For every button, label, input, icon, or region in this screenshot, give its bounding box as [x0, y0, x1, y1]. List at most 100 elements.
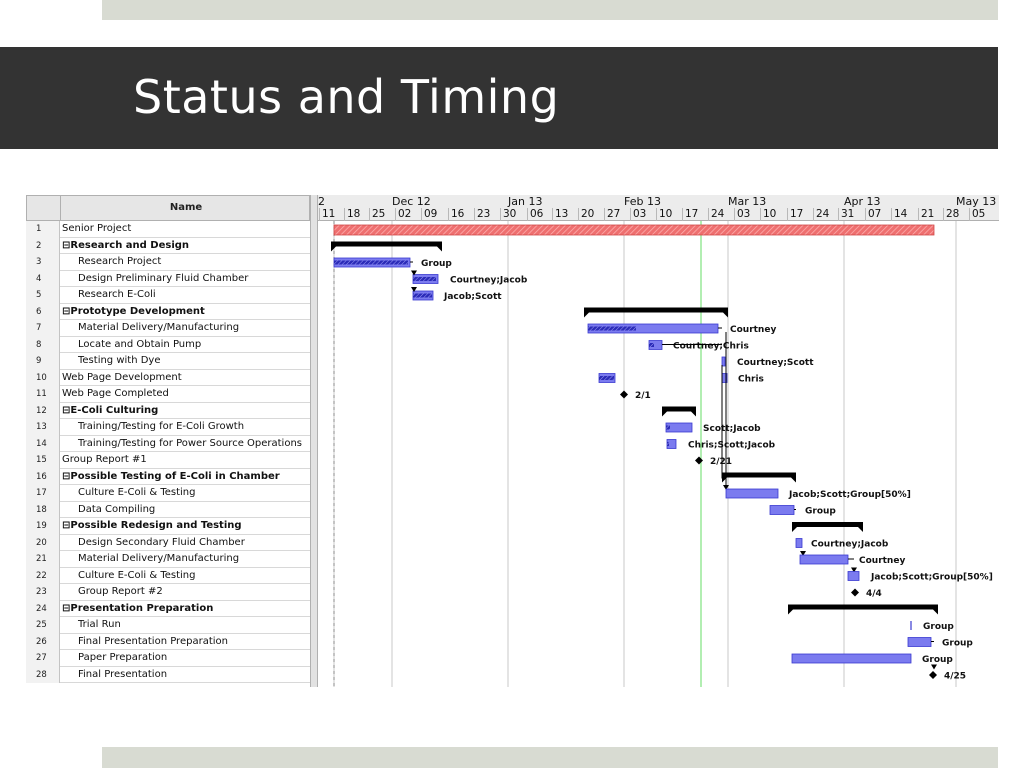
slide-title: Status and Timing — [133, 70, 560, 124]
task-progress[interactable] — [599, 376, 614, 380]
task-row[interactable]: 25 Trial Run — [26, 617, 310, 634]
task-bar[interactable] — [795, 538, 803, 548]
bar-resource-label: Jacob;Scott;Group[50%] — [788, 490, 911, 500]
name-column-header[interactable]: Name — [169, 202, 203, 213]
slide-bottom-accent-bar — [102, 747, 998, 768]
project-bar[interactable] — [333, 224, 935, 236]
task-row[interactable]: 2 ⊟Research and Design — [26, 237, 310, 254]
task-progress[interactable] — [588, 326, 636, 331]
task-row[interactable]: 8 Locate and Obtain Pump — [26, 336, 310, 353]
dependency-arrowhead[interactable] — [723, 485, 729, 490]
task-bar[interactable] — [769, 505, 795, 515]
row-number: 2 — [26, 237, 60, 254]
summary-cap-left[interactable] — [331, 246, 336, 252]
task-row[interactable]: 12 ⊟E-Coli Culturing — [26, 402, 310, 419]
task-row[interactable]: 13 Training/Testing for E-Coli Growth — [26, 419, 310, 436]
task-bar[interactable] — [799, 554, 849, 565]
splitter-handle[interactable] — [310, 195, 318, 687]
task-row[interactable]: 4 Design Preliminary Fluid Chamber — [26, 270, 310, 287]
task-row[interactable]: 16 ⊟Possible Testing of E-Coli in Chamber — [26, 468, 310, 485]
milestone-diamond[interactable] — [695, 456, 703, 465]
dependency-arrowhead[interactable] — [931, 664, 937, 670]
summary-bar[interactable] — [792, 522, 863, 527]
task-name: Senior Project — [62, 223, 132, 234]
timeline-day-label: 21 — [921, 208, 935, 220]
task-row[interactable]: 21 Material Delivery/Manufacturing — [26, 551, 310, 568]
timeline-day-label: 13 — [555, 208, 569, 220]
summary-bar[interactable] — [662, 406, 696, 412]
row-number: 20 — [26, 534, 60, 551]
task-progress[interactable] — [413, 293, 432, 298]
timeline-month-label: Dec 12 — [392, 195, 431, 208]
task-row[interactable]: 27 Paper Preparation — [26, 650, 310, 667]
task-bar[interactable] — [907, 637, 932, 647]
dependency-arrowhead[interactable] — [800, 551, 806, 556]
dependency-arrowhead[interactable] — [411, 270, 417, 276]
task-row[interactable]: 22 Culture E-Coli & Testing — [26, 567, 310, 584]
task-row[interactable]: 19 ⊟Possible Redesign and Testing — [26, 518, 310, 535]
task-progress[interactable] — [649, 343, 654, 347]
task-row[interactable]: 28 Final Presentation — [26, 666, 310, 683]
dependency-arrowhead[interactable] — [851, 567, 857, 573]
summary-cap-right[interactable] — [691, 411, 696, 417]
task-row[interactable]: 17 Culture E-Coli & Testing — [26, 485, 310, 502]
task-row[interactable]: 15 Group Report #1 — [26, 452, 310, 469]
summary-bar[interactable] — [584, 307, 728, 313]
task-name: Design Secondary Fluid Chamber — [78, 536, 245, 548]
bar-resource-label: Courtney;Jacob — [450, 276, 528, 286]
bar-resource-label: Group — [805, 507, 836, 517]
summary-cap-left[interactable] — [722, 477, 727, 483]
timeline-day-separator — [500, 208, 501, 221]
dependency-arrowhead[interactable] — [411, 287, 417, 292]
task-progress[interactable] — [667, 442, 669, 446]
bar-resource-label: Jacob;Scott;Group[50%] — [870, 573, 993, 583]
summary-cap-right[interactable] — [437, 246, 442, 252]
task-name: Group Report #2 — [78, 586, 163, 597]
task-row[interactable]: 6 ⊟Prototype Development — [26, 303, 310, 320]
task-row[interactable]: 9 Testing with Dye — [26, 353, 310, 370]
summary-cap-right[interactable] — [858, 527, 863, 532]
timeline-day-separator — [865, 208, 866, 221]
summary-bar[interactable] — [788, 604, 938, 610]
task-bar[interactable] — [725, 488, 779, 499]
milestone-diamond[interactable] — [620, 390, 628, 399]
task-row[interactable]: 23 Group Report #2 — [26, 584, 310, 601]
title-band — [0, 47, 998, 149]
summary-cap-right[interactable] — [933, 609, 938, 615]
task-row[interactable]: 3 Research Project — [26, 254, 310, 271]
row-number: 23 — [26, 584, 60, 601]
task-row[interactable]: 7 Material Delivery/Manufacturing — [26, 320, 310, 337]
task-row[interactable]: 1 Senior Project — [26, 221, 310, 238]
task-progress[interactable] — [413, 277, 436, 281]
task-bar[interactable] — [721, 356, 726, 367]
task-row[interactable]: 20 Design Secondary Fluid Chamber — [26, 534, 310, 551]
task-row[interactable]: 24 ⊟Presentation Preparation — [26, 600, 310, 617]
row-number: 27 — [26, 650, 60, 667]
task-row[interactable]: 26 Final Presentation Preparation — [26, 633, 310, 650]
milestone-diamond[interactable] — [851, 588, 859, 597]
task-bar[interactable] — [847, 571, 860, 581]
task-row[interactable]: 11 Web Page Completed — [26, 386, 310, 403]
summary-cap-right[interactable] — [791, 477, 796, 483]
summary-cap-left[interactable] — [662, 411, 667, 417]
task-row[interactable]: 14 Training/Testing for Power Source Oper… — [26, 435, 310, 452]
task-bar[interactable] — [791, 653, 912, 664]
timeline-day-separator — [838, 208, 839, 221]
row-number: 28 — [26, 666, 60, 683]
summary-bar[interactable] — [722, 472, 796, 478]
task-progress[interactable] — [334, 260, 408, 265]
timeline-day-label: 31 — [841, 208, 855, 220]
summary-cap-left[interactable] — [584, 312, 589, 318]
task-row[interactable]: 10 Web Page Development — [26, 369, 310, 386]
row-number: 7 — [26, 320, 60, 337]
task-row[interactable]: 18 Data Compiling — [26, 501, 310, 518]
task-progress[interactable] — [666, 425, 670, 430]
bar-resource-label: Courtney;Jacob — [811, 540, 889, 550]
summary-cap-left[interactable] — [792, 527, 797, 532]
row-number: 21 — [26, 551, 60, 568]
summary-bar[interactable] — [331, 241, 442, 247]
task-row[interactable]: 5 Research E-Coli — [26, 287, 310, 304]
milestone-diamond[interactable] — [929, 671, 937, 679]
summary-cap-left[interactable] — [788, 609, 793, 615]
summary-cap-right[interactable] — [723, 312, 728, 318]
